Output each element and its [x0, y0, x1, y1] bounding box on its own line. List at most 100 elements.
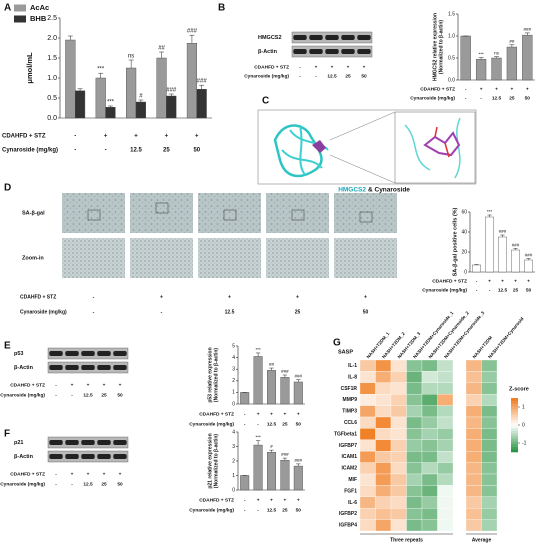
heatmap-cell — [375, 473, 392, 486]
colorbar-tick-label: 1 — [522, 404, 525, 410]
protein-label: p53 — [14, 351, 23, 357]
row-value: + — [297, 498, 300, 503]
y-tick-label: 3 — [232, 367, 235, 373]
bar — [280, 460, 290, 491]
y-axis-label: SA-β-gal positive cells (%) — [452, 207, 458, 276]
row-value: 25 — [345, 73, 351, 79]
row-value: - — [257, 508, 259, 513]
heatmap-cell — [481, 439, 498, 452]
y-tick-label: 1.5 — [448, 11, 455, 17]
column-label: NASH+T2DM+Cynarosid — [487, 316, 525, 359]
docking-protein: HMGCS2 — [338, 187, 366, 194]
row-value: + — [257, 498, 260, 503]
colorbar-step — [511, 406, 518, 410]
row-label: CDAHFD + STZ — [254, 64, 289, 70]
heatmap-cell — [375, 496, 392, 509]
heatmap-cell — [375, 439, 392, 452]
row-label: ICAM1 — [341, 454, 357, 460]
heatmap-cell — [390, 359, 407, 372]
heatmap-cell — [359, 382, 376, 395]
heatmap-cell — [437, 519, 454, 532]
heatmap-cell — [481, 371, 498, 383]
y-tick-label: 2.5 — [47, 15, 57, 22]
heatmap-cell — [421, 508, 438, 520]
heatmap-cell — [465, 405, 482, 418]
colorbar-step — [511, 425, 518, 428]
heatmap-cell — [375, 416, 392, 429]
row-value: + — [495, 87, 498, 92]
heatmap-cell — [421, 462, 438, 475]
row-value: - — [244, 498, 246, 503]
heatmap-cell — [359, 394, 376, 406]
y-tick-label: 0.0 — [448, 77, 455, 83]
heatmap-cell — [465, 496, 482, 509]
row-value: + — [87, 472, 90, 477]
y-tick-label: 1 — [232, 473, 235, 479]
heatmap-cell — [437, 462, 454, 475]
heatmap-cell — [421, 405, 438, 418]
row-label: CDAHFD + STZ — [432, 278, 467, 284]
heatmap-cell — [390, 428, 407, 440]
colorbar-step — [511, 443, 518, 447]
annotation: ## — [158, 45, 165, 51]
legend-label: AcAc — [30, 3, 49, 12]
blot-band — [113, 365, 127, 370]
row-value: + — [364, 294, 367, 300]
heatmap-cell — [375, 519, 392, 532]
heatmap-cell — [406, 416, 423, 429]
row-value: - — [74, 148, 76, 154]
bar — [267, 452, 276, 491]
colorbar-step — [511, 435, 518, 439]
colorbar-step — [511, 411, 518, 415]
heatmap-cell — [375, 451, 392, 463]
heatmap-cell — [465, 382, 482, 395]
colorbar-step — [511, 419, 518, 423]
y-tick-label: 0.0 — [47, 115, 57, 122]
row-value: - — [465, 87, 467, 92]
row-value: 50 — [361, 73, 367, 79]
heatmap-cell — [481, 405, 498, 418]
bar — [522, 34, 533, 81]
blot-band — [81, 351, 95, 356]
row-value: - — [93, 309, 95, 315]
row-label: IGFBP7 — [339, 443, 357, 449]
heatmap-cell — [406, 508, 423, 520]
row-value: 12.5 — [225, 309, 235, 315]
row-value: - — [55, 472, 57, 477]
blot-band — [49, 351, 63, 356]
blot-band — [65, 351, 79, 356]
heatmap-cell — [406, 382, 423, 395]
row-value: + — [270, 412, 273, 417]
y-tick-label: 4 — [232, 429, 235, 435]
row-label: TIMP3 — [342, 409, 357, 415]
blot-band — [113, 454, 127, 459]
heatmap-cell — [390, 382, 407, 395]
y-tick-label: 5 — [232, 343, 235, 349]
y-tick-label: 1.0 — [47, 75, 57, 82]
row-label: IL-8 — [348, 374, 357, 380]
row-label: Cynaroside (mg/kg) — [0, 392, 45, 398]
colorbar-step — [511, 408, 518, 412]
heatmap-cell — [465, 451, 482, 463]
heatmap-cell — [481, 428, 498, 440]
bar — [166, 95, 177, 119]
y-tick-label: 1.0 — [448, 33, 455, 39]
heatmap-cell — [421, 485, 438, 497]
row-value: + — [514, 279, 517, 284]
docking-image — [257, 109, 477, 185]
heatmap-cell — [481, 473, 498, 486]
heatmap-cell — [437, 496, 454, 509]
blot-band — [65, 365, 79, 370]
row-value: + — [527, 279, 530, 284]
heatmap-cell — [437, 439, 454, 452]
group-label: Three repeats — [390, 537, 423, 543]
blot-band — [309, 49, 323, 54]
row-value: + — [103, 383, 106, 388]
blot-band — [357, 49, 371, 54]
heatmap-cell — [437, 508, 454, 520]
row-label: MMP9 — [343, 397, 358, 403]
row-value: + — [160, 294, 163, 300]
heatmap-cell — [390, 496, 407, 509]
row-value: + — [270, 498, 273, 503]
y-tick-label: 1.5 — [47, 55, 57, 62]
